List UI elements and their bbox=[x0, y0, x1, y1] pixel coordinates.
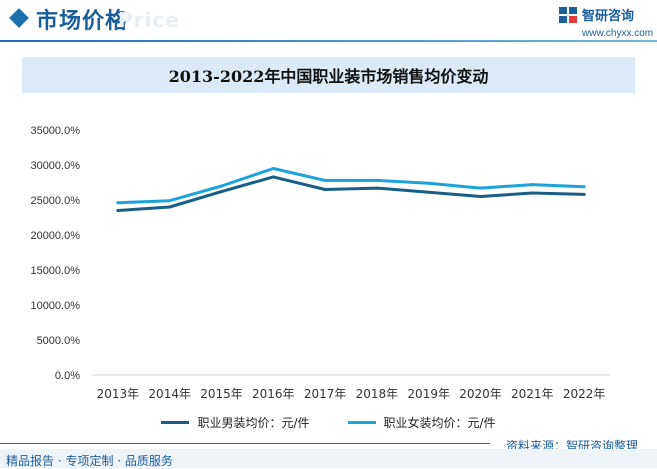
series-line-male bbox=[116, 175, 586, 212]
data-point bbox=[168, 205, 172, 209]
data-point bbox=[116, 201, 120, 205]
y-tick-label: 5000.0% bbox=[37, 335, 81, 347]
footer-bar bbox=[0, 449, 657, 468]
legend-swatch-male bbox=[161, 420, 190, 424]
x-tick-label: 2013年 bbox=[97, 387, 140, 401]
legend-label-female: 职业女装均价：元/件 bbox=[383, 415, 496, 430]
header: 市场价格 Price 智研咨询 www.chyxx.com bbox=[0, 0, 657, 40]
data-point bbox=[582, 185, 586, 189]
footer-divider bbox=[0, 443, 490, 444]
y-tick-label: 30000.0% bbox=[30, 160, 80, 172]
y-tick-label: 35000.0% bbox=[30, 125, 80, 137]
y-tick-label: 10000.0% bbox=[30, 300, 80, 312]
footer-slogan: 精品报告 · 专项定制 · 品质服务 bbox=[6, 454, 173, 468]
watermark-text: Price bbox=[118, 8, 180, 32]
logo-text: 智研咨询 bbox=[582, 9, 635, 24]
data-point bbox=[479, 195, 482, 198]
x-tick-label: 2020年 bbox=[459, 387, 502, 401]
x-tick-label: 2022年 bbox=[563, 387, 606, 401]
chart-title: 2013-2022年中国职业装市场销售均价变动 bbox=[168, 67, 489, 86]
legend-label-male: 职业男装均价：元/件 bbox=[197, 415, 310, 430]
legend-item-female: 职业女装均价：元/件 bbox=[347, 412, 496, 432]
x-tick-label: 2015年 bbox=[200, 387, 243, 401]
data-point bbox=[375, 178, 379, 182]
data-point bbox=[220, 184, 223, 188]
data-point bbox=[479, 186, 482, 190]
x-tick-label: 2016年 bbox=[252, 387, 295, 401]
data-point bbox=[375, 186, 379, 190]
data-point bbox=[220, 190, 223, 194]
legend: 职业男装均价：元/件 职业女装均价：元/件 bbox=[0, 412, 657, 432]
data-point bbox=[427, 181, 431, 185]
legend-item-male: 职业男装均价：元/件 bbox=[161, 412, 310, 432]
data-point bbox=[116, 209, 120, 212]
x-tick-label: 2017年 bbox=[304, 387, 347, 401]
logo-icon bbox=[559, 7, 577, 23]
y-tick-label: 25000.0% bbox=[30, 195, 80, 207]
data-point bbox=[427, 190, 431, 194]
data-point bbox=[323, 188, 327, 191]
legend-swatch-female bbox=[347, 420, 376, 424]
chart-title-bar: 2013-2022年中国职业装市场销售均价变动 bbox=[22, 57, 635, 93]
y-tick-label: 15000.0% bbox=[30, 265, 80, 277]
x-tick-label: 2018年 bbox=[356, 387, 399, 401]
data-point bbox=[582, 192, 586, 196]
x-tick-label: 2014年 bbox=[148, 387, 191, 401]
data-point bbox=[168, 199, 172, 203]
series-line-female bbox=[116, 167, 586, 205]
section-title: 市场价格 bbox=[36, 9, 129, 34]
y-tick-label: 20000.0% bbox=[30, 230, 80, 242]
x-tick-label: 2021年 bbox=[511, 387, 554, 401]
y-tick-label: 0.0% bbox=[55, 370, 80, 382]
logo-url: www.chyxx.com bbox=[582, 28, 654, 39]
data-point bbox=[530, 191, 534, 195]
header-divider bbox=[0, 40, 657, 42]
x-tick-label: 2019年 bbox=[407, 387, 450, 401]
data-point bbox=[323, 178, 327, 182]
data-point bbox=[271, 175, 275, 179]
line-chart: 0.0% 5000.0% 10000.0% 15000.0% 20000.0% 25000… bbox=[30, 125, 610, 401]
data-point bbox=[530, 183, 534, 187]
data-point bbox=[271, 167, 275, 170]
